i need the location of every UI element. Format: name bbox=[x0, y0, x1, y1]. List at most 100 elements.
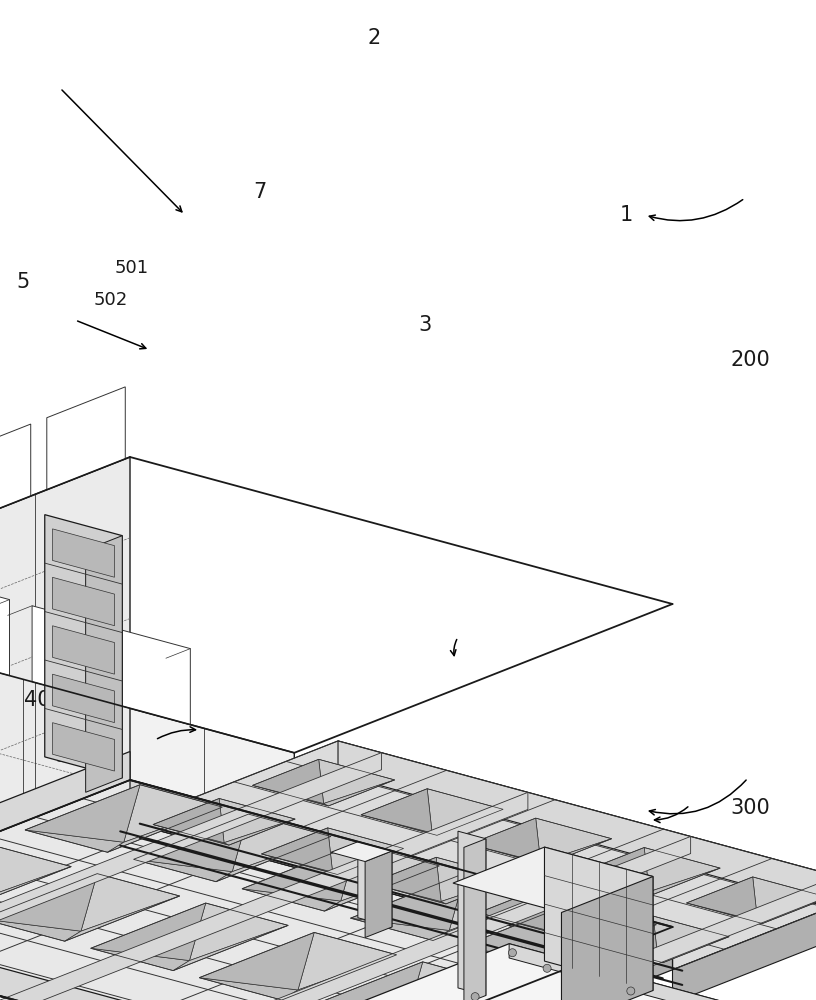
Polygon shape bbox=[464, 839, 486, 1000]
Polygon shape bbox=[578, 874, 654, 894]
Polygon shape bbox=[331, 842, 392, 862]
Polygon shape bbox=[478, 887, 549, 931]
Polygon shape bbox=[587, 916, 658, 960]
Polygon shape bbox=[686, 903, 762, 924]
Polygon shape bbox=[324, 780, 395, 806]
Polygon shape bbox=[325, 866, 440, 911]
Polygon shape bbox=[104, 836, 690, 1000]
Polygon shape bbox=[328, 828, 404, 872]
Polygon shape bbox=[295, 927, 672, 1000]
Polygon shape bbox=[81, 874, 180, 931]
Polygon shape bbox=[0, 752, 130, 929]
Polygon shape bbox=[544, 887, 621, 931]
Polygon shape bbox=[561, 877, 653, 1000]
Circle shape bbox=[471, 993, 479, 1000]
Polygon shape bbox=[649, 868, 721, 894]
Circle shape bbox=[627, 987, 635, 995]
Polygon shape bbox=[130, 780, 672, 970]
Text: 501: 501 bbox=[114, 259, 149, 277]
Polygon shape bbox=[658, 937, 730, 963]
Polygon shape bbox=[540, 839, 612, 865]
Text: 200: 200 bbox=[730, 350, 770, 370]
Polygon shape bbox=[153, 825, 229, 845]
Polygon shape bbox=[441, 878, 512, 904]
Polygon shape bbox=[45, 515, 122, 778]
Polygon shape bbox=[153, 798, 224, 843]
Polygon shape bbox=[509, 944, 816, 1000]
Polygon shape bbox=[52, 626, 114, 674]
Polygon shape bbox=[25, 785, 140, 842]
Polygon shape bbox=[358, 842, 392, 927]
Text: 300: 300 bbox=[730, 798, 770, 818]
Polygon shape bbox=[308, 962, 423, 1000]
Polygon shape bbox=[0, 874, 97, 931]
Polygon shape bbox=[108, 807, 223, 852]
Polygon shape bbox=[0, 792, 528, 1000]
Polygon shape bbox=[242, 844, 357, 901]
Text: 400: 400 bbox=[24, 690, 64, 710]
Polygon shape bbox=[173, 925, 288, 971]
Polygon shape bbox=[52, 577, 114, 626]
Polygon shape bbox=[0, 867, 71, 912]
Polygon shape bbox=[261, 854, 338, 874]
Polygon shape bbox=[644, 848, 721, 892]
Polygon shape bbox=[220, 798, 295, 843]
Polygon shape bbox=[251, 876, 816, 1000]
Polygon shape bbox=[544, 847, 653, 991]
Polygon shape bbox=[52, 529, 114, 577]
Polygon shape bbox=[542, 925, 656, 970]
Polygon shape bbox=[587, 942, 663, 963]
Polygon shape bbox=[242, 889, 341, 911]
Text: 7: 7 bbox=[253, 182, 266, 202]
Text: 2: 2 bbox=[367, 28, 380, 48]
Polygon shape bbox=[757, 897, 816, 924]
Polygon shape bbox=[361, 789, 432, 833]
Polygon shape bbox=[91, 903, 206, 961]
Polygon shape bbox=[91, 948, 189, 971]
Polygon shape bbox=[282, 955, 397, 1000]
Polygon shape bbox=[453, 847, 653, 913]
Polygon shape bbox=[224, 819, 295, 845]
Polygon shape bbox=[428, 789, 503, 833]
Polygon shape bbox=[459, 948, 558, 970]
Polygon shape bbox=[0, 753, 381, 1000]
Polygon shape bbox=[298, 932, 397, 990]
Polygon shape bbox=[549, 907, 621, 933]
Polygon shape bbox=[351, 918, 450, 940]
Circle shape bbox=[543, 964, 551, 972]
Polygon shape bbox=[134, 814, 249, 872]
Polygon shape bbox=[52, 723, 114, 771]
Polygon shape bbox=[361, 815, 437, 835]
Polygon shape bbox=[672, 888, 816, 1000]
Text: 5: 5 bbox=[16, 272, 29, 292]
Polygon shape bbox=[216, 836, 331, 882]
Polygon shape bbox=[199, 932, 314, 990]
Polygon shape bbox=[478, 913, 554, 933]
Polygon shape bbox=[0, 780, 672, 1000]
Polygon shape bbox=[450, 873, 548, 930]
Polygon shape bbox=[130, 741, 816, 970]
Polygon shape bbox=[432, 809, 503, 835]
Polygon shape bbox=[339, 944, 816, 1000]
Polygon shape bbox=[25, 830, 124, 852]
Polygon shape bbox=[469, 818, 540, 862]
Polygon shape bbox=[0, 581, 10, 676]
Polygon shape bbox=[0, 424, 31, 527]
Polygon shape bbox=[351, 873, 465, 930]
Text: 100: 100 bbox=[20, 953, 60, 973]
Polygon shape bbox=[52, 674, 114, 723]
Polygon shape bbox=[0, 919, 81, 941]
Circle shape bbox=[508, 949, 517, 957]
Polygon shape bbox=[578, 848, 649, 892]
Polygon shape bbox=[459, 902, 574, 960]
Polygon shape bbox=[0, 606, 295, 1000]
Polygon shape bbox=[333, 848, 404, 874]
Polygon shape bbox=[134, 859, 233, 882]
Polygon shape bbox=[390, 984, 505, 1000]
Polygon shape bbox=[469, 844, 545, 865]
Polygon shape bbox=[370, 857, 441, 901]
Polygon shape bbox=[261, 828, 333, 872]
Polygon shape bbox=[199, 978, 298, 1000]
Polygon shape bbox=[233, 814, 331, 872]
Polygon shape bbox=[370, 883, 446, 904]
